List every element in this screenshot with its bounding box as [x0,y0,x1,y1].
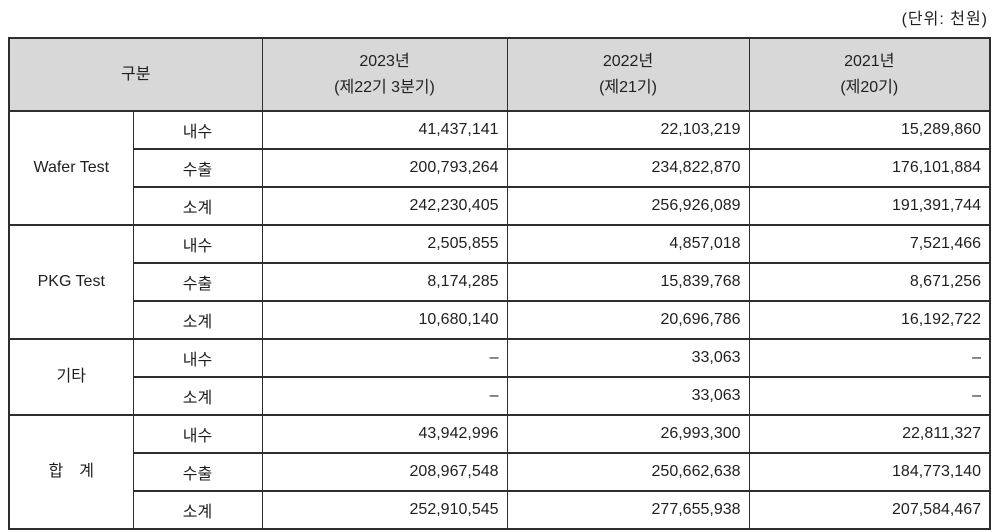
value-cell: 256,926,089 [506,186,750,226]
category-cell: 수출 [132,148,263,188]
table-row: 소계 10,680,140 20,696,786 16,192,722 [9,300,991,340]
table-row: 수출 8,174,285 15,839,768 8,671,256 [9,262,991,302]
value-cell: 16,192,722 [748,300,991,340]
value-cell: – [748,376,991,416]
sales-breakdown-table: 구분 2023년 (제22기 3분기) 2022년 (제21기) 2021년 (… [8,37,992,530]
value-cell: 41,437,141 [261,110,508,150]
value-cell: 250,662,638 [506,452,750,492]
value-cell: 252,910,545 [261,490,508,530]
category-cell: 수출 [132,262,263,302]
category-cell: 소계 [132,186,263,226]
table-row: 수출 200,793,264 234,822,870 176,101,884 [9,148,991,188]
table-row: PKG Test 내수 2,505,855 4,857,018 7,521,46… [8,224,991,340]
value-cell: 33,063 [506,338,750,378]
value-cell: 20,696,786 [506,300,750,340]
unit-note: (단위: 천원) [901,11,988,28]
value-cell: – [261,376,508,416]
value-cell: 33,063 [506,376,750,416]
header-year-2022: 2022년 (제21기) [506,37,750,112]
value-cell: 200,793,264 [261,148,508,188]
value-cell: 207,584,467 [748,490,991,530]
category-cell: 내수 [132,414,263,454]
value-cell: 8,671,256 [748,262,991,302]
category-cell: 소계 [132,490,263,530]
value-cell: 7,521,466 [748,224,991,264]
value-cell: 191,391,744 [748,186,991,226]
table-row: 기타 내수 – 33,063 – [8,338,991,416]
value-cell: – [261,338,508,378]
group-label-etc: 기타 [8,338,134,416]
value-cell: 22,103,219 [506,110,750,150]
category-cell: 내수 [132,110,263,150]
group-label-total: 합 계 [8,414,134,530]
category-cell: 내수 [132,338,263,378]
value-cell: 234,822,870 [506,148,750,188]
table-row: Wafer Test 내수 41,437,141 22,103,219 15,2… [8,110,991,226]
category-cell: 소계 [132,376,263,416]
value-cell: 242,230,405 [261,186,508,226]
header-year-2021: 2021년 (제20기) [748,37,991,112]
value-cell: 176,101,884 [748,148,991,188]
value-cell: 4,857,018 [506,224,750,264]
value-cell: 10,680,140 [261,300,508,340]
value-cell: – [748,338,991,378]
category-cell: 내수 [132,224,263,264]
value-cell: 15,839,768 [506,262,750,302]
value-cell: 8,174,285 [261,262,508,302]
table-row: 합 계 내수 43,942,996 26,993,300 22,811,327 [8,414,991,530]
value-cell: 43,942,996 [261,414,508,454]
table-row: 소계 252,910,545 277,655,938 207,584,467 [9,490,991,530]
value-cell: 26,993,300 [506,414,750,454]
category-cell: 수출 [132,452,263,492]
table-row: 소계 – 33,063 – [9,376,991,416]
value-cell: 2,505,855 [261,224,508,264]
group-label-wafer-test: Wafer Test [8,110,134,226]
header-year-2023: 2023년 (제22기 3분기) [261,37,508,112]
value-cell: 22,811,327 [748,414,991,454]
header-gubun: 구분 [8,37,263,112]
value-cell: 184,773,140 [748,452,991,492]
table-header-row: 구분 2023년 (제22기 3분기) 2022년 (제21기) 2021년 (… [8,37,991,112]
value-cell: 277,655,938 [506,490,750,530]
value-cell: 208,967,548 [261,452,508,492]
category-cell: 소계 [132,300,263,340]
group-label-pkg-test: PKG Test [8,224,134,340]
value-cell: 15,289,860 [748,110,991,150]
table-row: 소계 242,230,405 256,926,089 191,391,744 [9,186,991,226]
table-row: 수출 208,967,548 250,662,638 184,773,140 [9,452,991,492]
